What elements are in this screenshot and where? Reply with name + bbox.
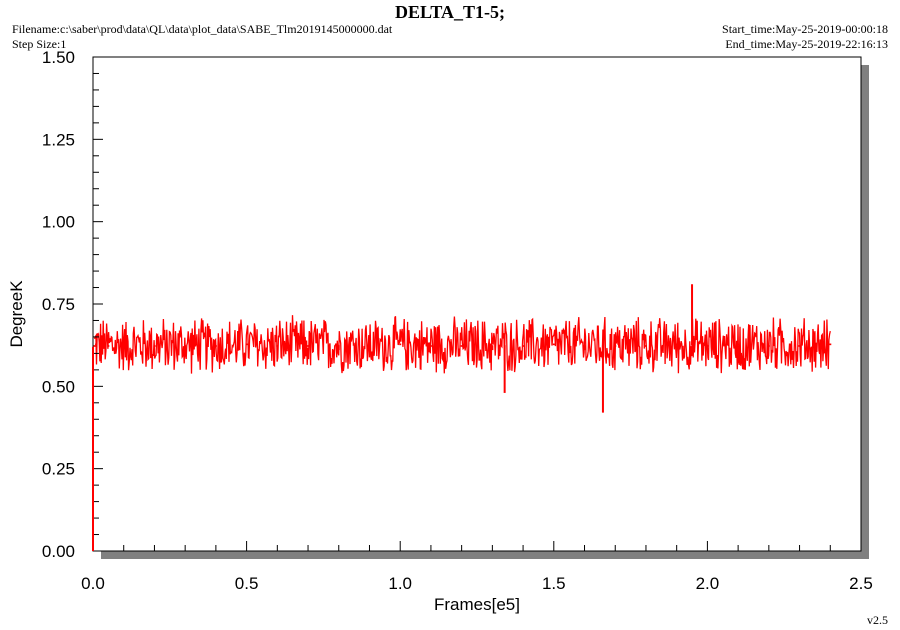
y-axis-label: DegreeK xyxy=(7,280,26,348)
series-noise-layer xyxy=(93,315,831,374)
x-axis-label: Frames[e5] xyxy=(434,595,520,614)
y-tick-label-6: 1.50 xyxy=(42,48,75,67)
y-tick-label-3: 0.75 xyxy=(42,295,75,314)
series-noise-band xyxy=(93,315,831,374)
y-tick-label-1: 0.25 xyxy=(42,460,75,479)
start-time-label: Start_time:May-25-2019-00:00:18 xyxy=(722,22,888,36)
axis-ticks xyxy=(92,56,862,552)
end-time-label: End_time:May-25-2019-22:16:13 xyxy=(725,37,888,51)
y-tick-label-5: 1.25 xyxy=(42,130,75,149)
x-tick-label-0: 0.0 xyxy=(81,574,105,593)
x-tick-label-2: 1.0 xyxy=(388,574,412,593)
x-tick-label-4: 2.0 xyxy=(696,574,720,593)
y-tick-label-2: 0.50 xyxy=(42,377,75,396)
y-tick-label-4: 1.00 xyxy=(42,213,75,232)
x-tick-label-3: 1.5 xyxy=(542,574,566,593)
version-label: v2.5 xyxy=(867,613,888,627)
x-tick-label-1: 0.5 xyxy=(235,574,259,593)
chart-title: DELTA_T1-5; xyxy=(394,2,506,22)
plot-frame xyxy=(92,56,862,552)
filename-label: Filename:c:\saber\prod\data\QL\data\plot… xyxy=(12,22,393,36)
step-size-label: Step Size:1 xyxy=(12,37,67,51)
y-tick-label-0: 0.00 xyxy=(42,542,75,561)
x-tick-label-5: 2.5 xyxy=(849,574,873,593)
